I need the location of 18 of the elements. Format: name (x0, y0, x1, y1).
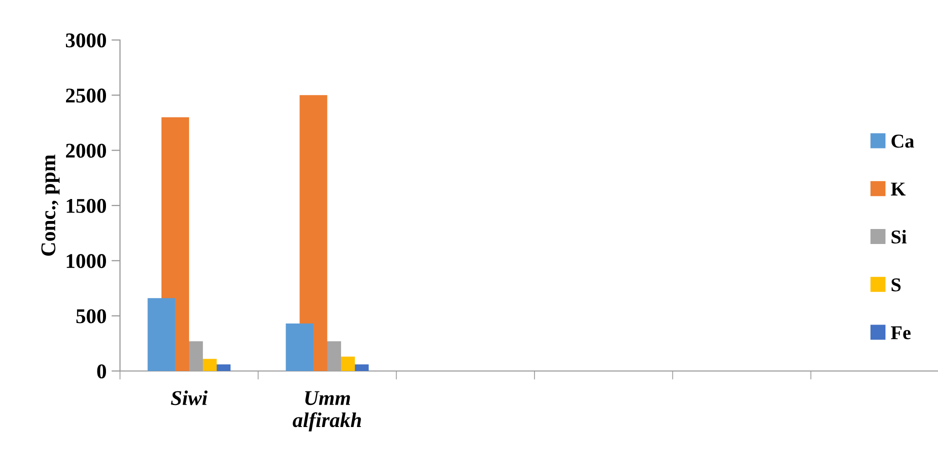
y-tick-label: 2500 (66, 88, 106, 103)
bar (148, 298, 176, 371)
y-tick-label: 1500 (66, 198, 106, 213)
y-tick-label: 3000 (66, 33, 106, 48)
legend-label: Fe (890, 326, 911, 340)
legend-label: Si (892, 230, 907, 244)
bar (286, 324, 314, 371)
y-tick-label: 0 (97, 364, 106, 378)
y-tick-label: 1000 (66, 254, 106, 268)
y-tick-label: 500 (76, 309, 106, 324)
legend-label: S (892, 278, 901, 292)
bar (300, 95, 328, 371)
x-tick-label: Umm alfirakh (292, 391, 361, 432)
x-tick-label: Siwi (170, 390, 208, 406)
y-tick-label: 2000 (66, 144, 106, 158)
legend-label: K (890, 182, 906, 196)
y-axis-title: Conc., ppm (41, 154, 60, 256)
legend-label: Ca (892, 134, 914, 148)
